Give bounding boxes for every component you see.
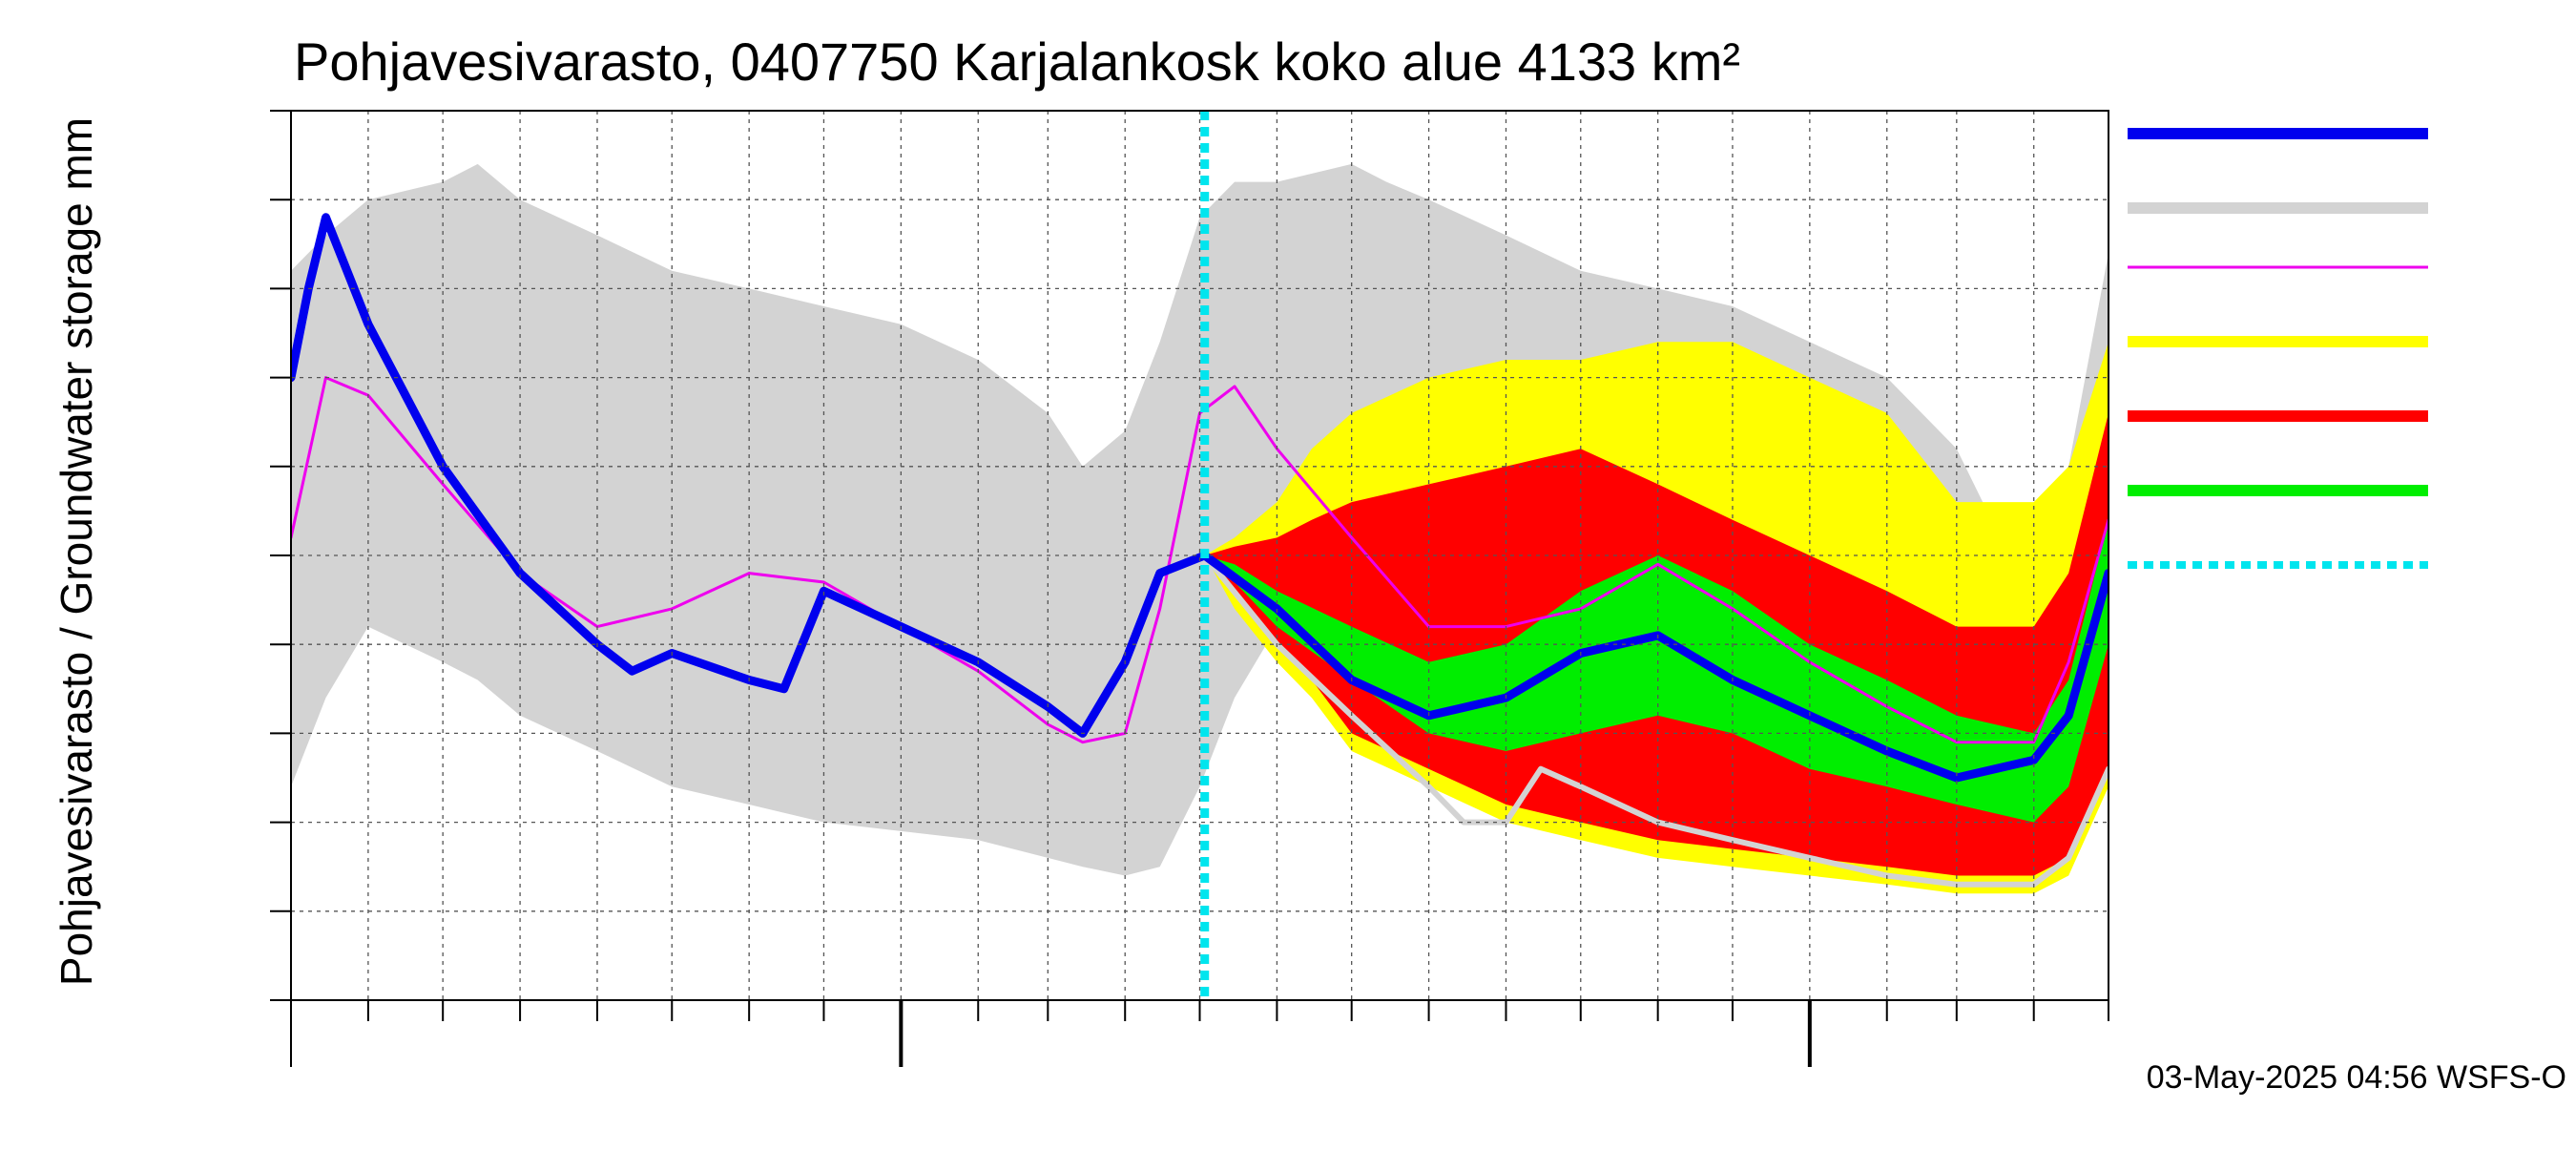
chart-title: Pohjavesivarasto, 0407750 Karjalankosk k… bbox=[294, 31, 1740, 92]
footer-timestamp: 03-May-2025 04:56 WSFS-O bbox=[2147, 1059, 2566, 1096]
y-axis-label: Pohjavesivarasto / Groundwater storage m… bbox=[52, 117, 101, 986]
legend bbox=[2128, 128, 2428, 569]
axis-layer bbox=[270, 110, 2109, 1067]
plot-area bbox=[291, 111, 2109, 1000]
series-line-4 bbox=[1201, 553, 2109, 888]
series-line-5 bbox=[291, 376, 2109, 744]
series-group bbox=[291, 163, 2109, 894]
series-line-6 bbox=[291, 213, 2109, 783]
